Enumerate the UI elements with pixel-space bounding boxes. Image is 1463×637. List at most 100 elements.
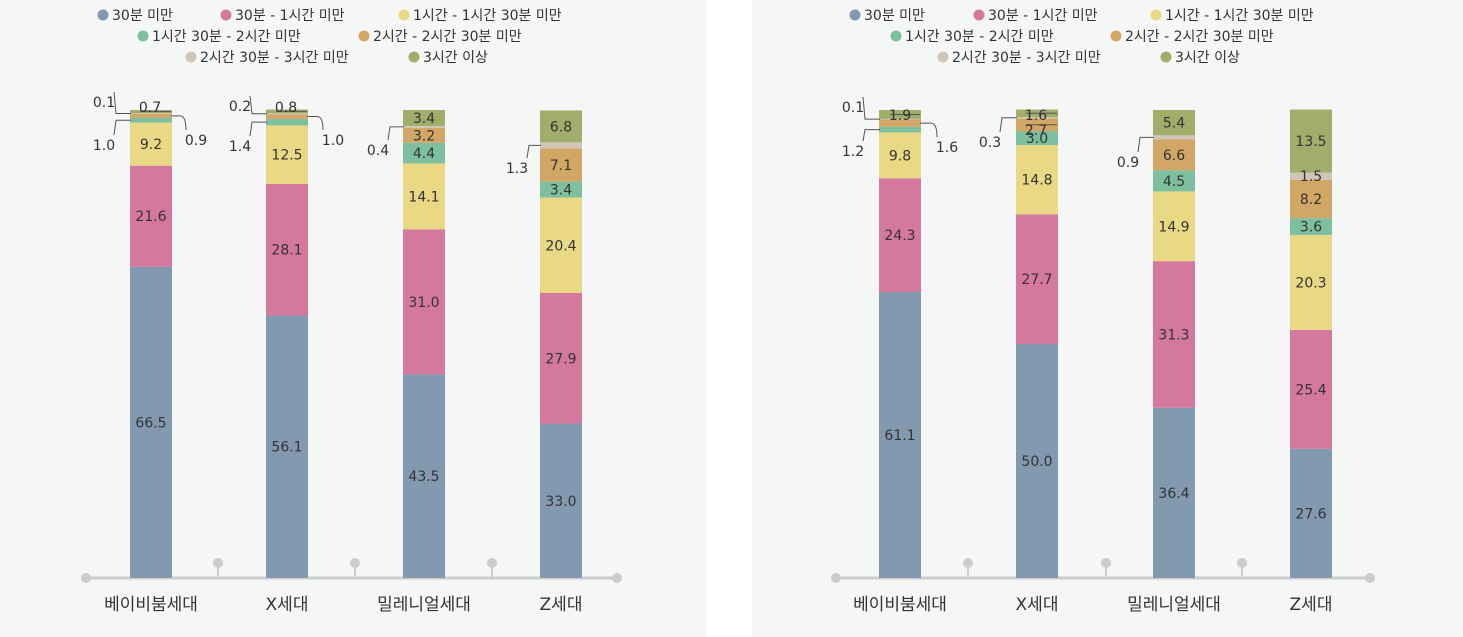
- bar-segment: [266, 125, 308, 184]
- bar-segment: [1016, 117, 1058, 119]
- bar-segment: [130, 113, 172, 118]
- legend-marker-3h: [408, 51, 420, 63]
- bar-segment: [1153, 139, 1195, 171]
- data-label: 33.0: [545, 494, 576, 510]
- data-label: 24.3: [884, 228, 915, 244]
- bar-segment: [879, 292, 921, 578]
- bar-segment: [1153, 110, 1195, 136]
- legend-label-2h_2h30: 2시간 - 2시간 30분 미만: [1125, 29, 1274, 45]
- data-label: 3.0: [1026, 131, 1048, 147]
- legend-marker-2h_2h30: [358, 30, 370, 42]
- data-label: 3.6: [1300, 220, 1322, 236]
- axis-separator-dot: [350, 558, 360, 568]
- bar-segment: [879, 118, 921, 120]
- bar-segment: [403, 125, 445, 128]
- legend-label-2h30_3h: 2시간 30분 - 3시간 미만: [200, 50, 349, 66]
- bar-segment: [403, 142, 445, 164]
- data-label: 3.4: [413, 111, 435, 127]
- bar-segment: [266, 113, 308, 115]
- data-label: 56.1: [271, 440, 302, 456]
- data-label: 1.9: [889, 108, 911, 124]
- legend-marker-30m: [97, 9, 109, 21]
- bar-segment: [266, 114, 308, 119]
- data-label: 3.4: [550, 183, 572, 199]
- category-label: 베이비붐세대: [104, 595, 198, 615]
- axis-end-dot: [81, 573, 91, 583]
- legend-marker-1h30_2h: [890, 30, 902, 42]
- bar-segment: [1290, 234, 1332, 330]
- data-label: 4.4: [413, 146, 435, 162]
- data-label: 66.5: [135, 415, 166, 431]
- bar-segment: [1290, 218, 1332, 235]
- bar-segment: [540, 142, 582, 149]
- data-label: 25.4: [1295, 382, 1326, 398]
- data-label: 6.6: [1163, 148, 1185, 164]
- bar-segment: [266, 118, 308, 126]
- bar-segment: [130, 113, 172, 114]
- category-label: X세대: [1016, 595, 1059, 615]
- legend-marker-2h30_3h: [937, 51, 949, 63]
- data-label: 36.4: [1158, 486, 1189, 502]
- data-label: 27.9: [545, 351, 576, 367]
- data-label: 1.6: [936, 140, 958, 156]
- category-label: 베이비붐세대: [853, 595, 947, 615]
- axis-separator-dot: [213, 558, 223, 568]
- leader-line: [113, 91, 131, 115]
- axis-separator-dot: [487, 558, 497, 568]
- data-label: 21.6: [135, 209, 166, 225]
- data-label: 1.6: [1025, 108, 1047, 124]
- bar-segment: [403, 110, 445, 126]
- leader-line: [171, 115, 187, 131]
- legend-label-30m: 30분 미만: [112, 8, 173, 24]
- leader-line: [249, 121, 267, 137]
- data-label: 1.0: [322, 133, 344, 149]
- axis-separator-dot: [963, 558, 973, 568]
- bar-segment: [1016, 344, 1058, 578]
- data-label: 1.5: [1300, 169, 1322, 185]
- category-label: Z세대: [1290, 595, 1333, 615]
- data-label: 31.3: [1158, 327, 1189, 343]
- data-label: 20.3: [1295, 275, 1326, 291]
- category-label: 밀레니얼세대: [1127, 595, 1221, 615]
- bar-segment: [266, 183, 308, 316]
- data-label: 5.4: [1163, 116, 1185, 132]
- bar-segment: [130, 165, 172, 267]
- bar-segment: [1153, 170, 1195, 192]
- legend-label-3h: 3시간 이상: [423, 50, 488, 66]
- legend-marker-30m_1h: [220, 9, 232, 21]
- stacked-bar-chart-right: 30분 미만 30분 - 1시간 미만 1시간 - 1시간 30분 미만 1시간 30…: [831, 8, 1375, 615]
- data-label: 0.3: [979, 135, 1001, 151]
- legend-marker-1h_1h30: [398, 9, 410, 21]
- bar-segment: [130, 122, 172, 166]
- leader-line: [249, 95, 267, 115]
- bar-segment: [879, 126, 921, 133]
- bar-segment: [1016, 214, 1058, 344]
- leader-line: [307, 116, 324, 131]
- data-label: 13.5: [1295, 134, 1326, 150]
- legend-label-30m_1h: 30분 - 1시간 미만: [988, 8, 1098, 24]
- data-label: 61.1: [884, 428, 915, 444]
- legend-label-1h_1h30: 1시간 - 1시간 30분 미만: [1165, 8, 1314, 24]
- bar-segment: [1153, 407, 1195, 578]
- bar-segment: [540, 148, 582, 182]
- legend-marker-1h30_2h: [137, 30, 149, 42]
- data-label: 9.8: [889, 148, 911, 164]
- data-label: 31.0: [408, 295, 439, 311]
- data-label: 0.4: [367, 143, 389, 159]
- leader-line: [387, 126, 404, 141]
- category-label: 밀레니얼세대: [377, 595, 471, 615]
- legend-marker-3h: [1160, 51, 1172, 63]
- bar-segment: [879, 132, 921, 179]
- bar-segment: [540, 110, 582, 143]
- data-label: 1.2: [842, 144, 864, 160]
- bar-segment: [130, 117, 172, 123]
- chart-panel-right: 30분 미만 30분 - 1시간 미만 1시간 - 1시간 30분 미만 1시간 30…: [752, 0, 1463, 637]
- data-label: 3.2: [413, 128, 435, 144]
- axis-end-dot: [1365, 573, 1375, 583]
- bar-segment: [1153, 191, 1195, 262]
- leader-line: [1137, 136, 1154, 153]
- data-label: 27.7: [1021, 272, 1052, 288]
- legend-label-1h30_2h: 1시간 30분 - 2시간 미만: [152, 29, 301, 45]
- data-label: 0.9: [185, 133, 207, 149]
- bar-segment: [403, 229, 445, 375]
